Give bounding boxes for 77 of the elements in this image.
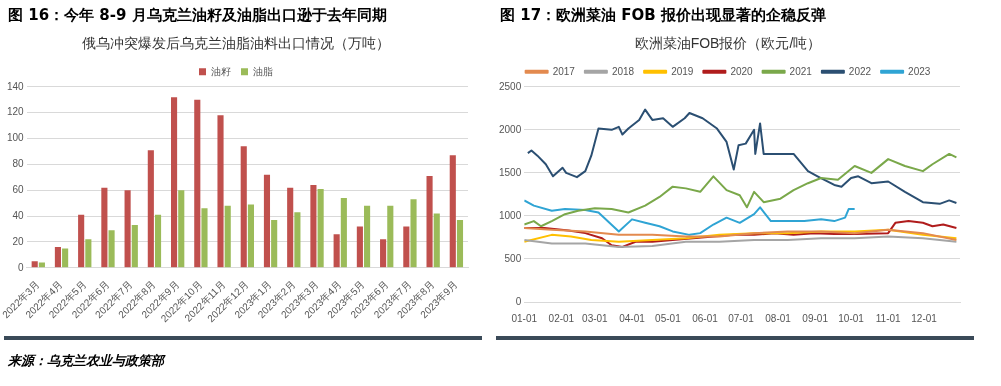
bar <box>247 204 254 268</box>
y-tick-label: 80 <box>12 158 25 170</box>
bar <box>449 155 456 268</box>
legend-label: 2022 <box>848 65 872 77</box>
bar <box>131 225 138 268</box>
y-tick-label: 1000 <box>499 209 522 221</box>
chart-subtitle: 俄乌冲突爆发后乌克兰油脂油料出口情况（万吨） <box>82 35 390 52</box>
x-tick-label: 02-01 <box>548 312 575 324</box>
legend-label: 2020 <box>730 65 754 77</box>
y-tick-label: 1500 <box>499 166 522 178</box>
x-tick-label: 06-01 <box>692 312 719 324</box>
bar <box>154 214 162 268</box>
y-tick-label: 120 <box>7 106 25 118</box>
legend-label: 2018 <box>611 65 635 77</box>
bar <box>124 190 131 268</box>
bar <box>333 234 340 268</box>
bar <box>101 187 108 268</box>
legend-label: 2021 <box>789 65 813 77</box>
bar <box>171 97 178 268</box>
y-tick-label: 40 <box>12 209 25 221</box>
bar <box>62 248 69 268</box>
bar <box>240 146 247 268</box>
bar <box>85 239 92 268</box>
bar <box>294 212 301 268</box>
legend-label: 油籽 <box>211 65 231 77</box>
y-tick-label: 0 <box>18 261 25 273</box>
bar <box>317 188 324 268</box>
bar <box>271 219 278 268</box>
x-tick-label: 12-01 <box>911 312 938 324</box>
chart-title: 图 16：今年 8-9 月乌克兰油籽及油脂出口逊于去年同期 <box>8 6 387 25</box>
bar <box>201 208 208 268</box>
bar <box>217 115 224 268</box>
source-note: 来源：乌克兰农业与政策部 <box>8 352 164 370</box>
legend-label: 2019 <box>671 65 694 77</box>
bar <box>147 150 154 268</box>
bar <box>287 187 294 268</box>
x-tick-label: 03-01 <box>582 312 609 324</box>
y-tick-label: 2000 <box>499 123 522 135</box>
y-tick-label: 2500 <box>499 80 522 92</box>
legend-label: 2023 <box>908 65 931 77</box>
y-tick-label: 20 <box>12 235 25 247</box>
x-tick-label: 05-01 <box>655 312 682 324</box>
bar <box>194 99 201 268</box>
y-tick-label: 100 <box>7 132 25 144</box>
bar <box>403 226 410 268</box>
y-tick-label: 140 <box>7 80 25 92</box>
bar <box>108 230 115 268</box>
bar <box>310 185 317 268</box>
bar <box>364 205 371 268</box>
chart-subtitle: 欧洲菜油FOB报价（欧元/吨） <box>634 35 822 52</box>
bar <box>178 190 185 268</box>
bar <box>78 214 85 268</box>
bar <box>387 205 394 268</box>
legend-label: 2017 <box>552 65 576 77</box>
chart-title: 图 17：欧洲菜油 FOB 报价出现显著的企稳反弹 <box>500 6 826 25</box>
x-tick-label: 07-01 <box>728 312 755 324</box>
y-tick-label: 60 <box>12 183 25 195</box>
legend-label: 油脂 <box>253 65 273 77</box>
bar <box>54 247 61 268</box>
y-tick-label: 500 <box>504 252 522 264</box>
bar <box>380 239 387 268</box>
bar <box>426 176 433 268</box>
bar <box>456 219 464 268</box>
x-tick-label: 10-01 <box>838 312 865 324</box>
bar <box>224 205 231 268</box>
x-tick-label: 08-01 <box>765 312 792 324</box>
bar <box>340 197 347 268</box>
bar <box>410 199 417 268</box>
x-tick-label: 01-01 <box>511 312 538 324</box>
bar <box>263 174 271 268</box>
bar <box>31 261 38 268</box>
bar <box>356 226 363 268</box>
x-tick-label: 09-01 <box>802 312 829 324</box>
bar <box>433 213 440 268</box>
x-tick-label: 04-01 <box>619 312 646 324</box>
x-tick-label: 11-01 <box>875 312 902 324</box>
y-tick-label: 0 <box>515 295 522 307</box>
